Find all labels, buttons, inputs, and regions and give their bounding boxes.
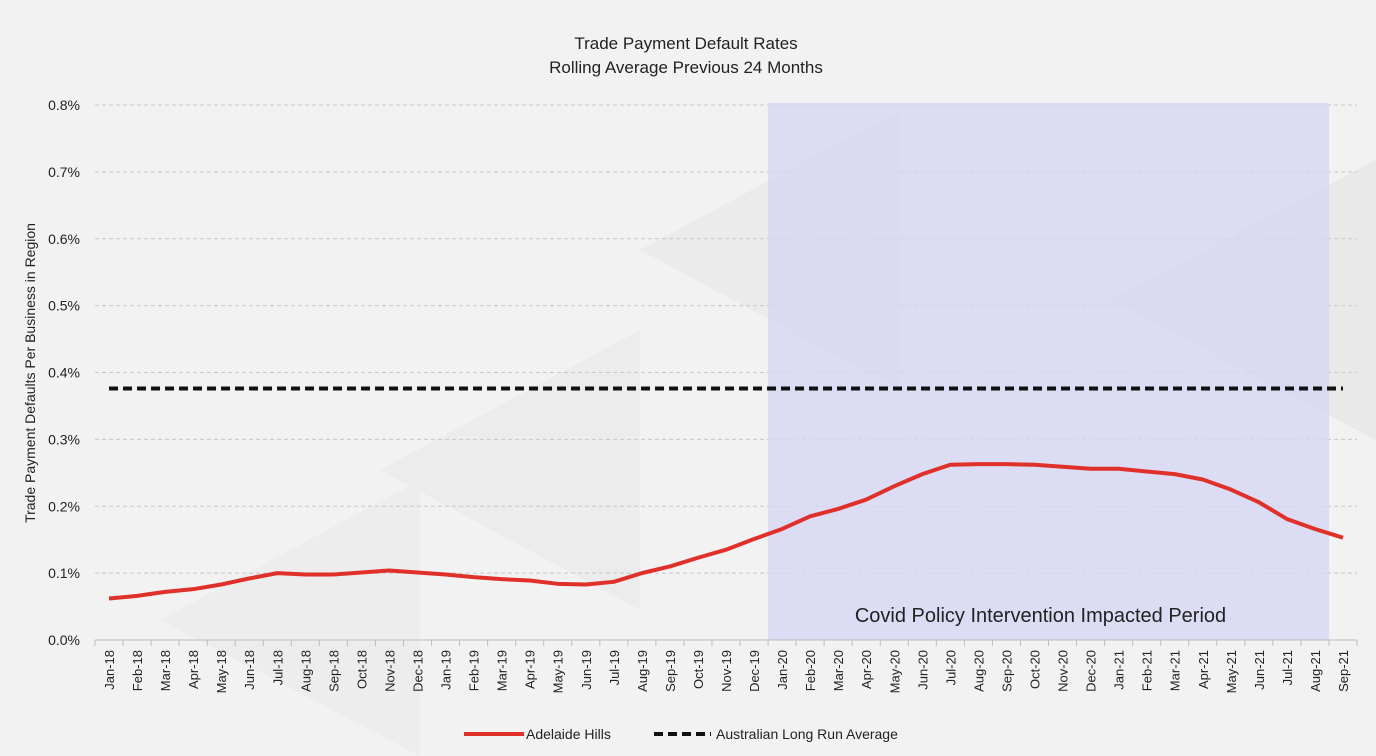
shaded-region-label: Covid Policy Intervention Impacted Perio… [855, 605, 1226, 627]
x-tick-label: Apr-19 [523, 650, 538, 689]
x-tick-label: Oct-20 [1027, 650, 1042, 689]
x-tick-label: Dec-18 [411, 650, 426, 692]
x-tick-label: Mar-18 [158, 650, 173, 691]
legend-label-adelaide-hills: Adelaide Hills [526, 726, 611, 742]
x-tick-label: Jul-19 [607, 650, 622, 685]
x-tick-label: Jun-18 [242, 650, 257, 690]
legend: Adelaide Hills Australian Long Run Avera… [464, 726, 898, 742]
y-tick-label: 0.4% [48, 365, 80, 381]
x-tick-label: Sep-19 [663, 650, 678, 692]
x-tick-label: Aug-21 [1308, 650, 1323, 692]
y-axis-label: Trade Payment Defaults Per Business in R… [22, 223, 38, 523]
x-tick-label: Aug-19 [635, 650, 650, 692]
x-tick-label: Jan-19 [439, 650, 454, 690]
x-tick-label: Apr-18 [186, 650, 201, 689]
x-tick-label: May-19 [551, 650, 566, 693]
x-tick-label: Dec-19 [747, 650, 762, 692]
y-tick-label: 0.0% [48, 632, 80, 648]
covid-shaded-region [768, 103, 1329, 640]
x-tick-label: Apr-20 [859, 650, 874, 689]
x-tick-label: Nov-18 [382, 650, 397, 692]
x-axis [94, 639, 1358, 646]
x-tick-label: Feb-18 [130, 650, 145, 691]
y-tick-label: 0.3% [48, 431, 80, 447]
x-tick-label: Feb-19 [467, 650, 482, 691]
x-tick-label: May-20 [887, 650, 902, 693]
x-tick-label: Jan-18 [102, 650, 117, 690]
x-tick-label: Feb-20 [803, 650, 818, 691]
series-lines [108, 386, 1344, 601]
y-tick-label: 0.5% [48, 298, 80, 314]
x-tick-label: Jun-19 [579, 650, 594, 690]
x-tick-label: Dec-20 [1084, 650, 1099, 692]
x-tick-label: Jan-21 [1112, 650, 1127, 690]
x-tick-label: Sep-20 [999, 650, 1014, 692]
legend-label-long-run-average: Australian Long Run Average [716, 726, 898, 742]
y-tick-labels: 0.0% 0.1% 0.2% 0.3% 0.4% 0.5% 0.6% 0.7% 0.8% [48, 97, 80, 648]
chart-title: Trade Payment Default Rates [574, 34, 797, 53]
x-tick-label: Nov-20 [1056, 650, 1071, 692]
x-tick-labels: Jan-18 Feb-18 Mar-18 Apr-18 May-18 Jun-18 Jul-… [102, 650, 1351, 693]
x-tick-label: Jul-21 [1280, 650, 1295, 685]
x-tick-label: Aug-18 [298, 650, 313, 692]
y-tick-label: 0.6% [48, 231, 80, 247]
x-tick-label: Jan-20 [775, 650, 790, 690]
x-tick-label: Feb-21 [1140, 650, 1155, 691]
x-tick-label: Jul-18 [270, 650, 285, 685]
x-tick-label: Mar-21 [1168, 650, 1183, 691]
x-tick-label: Mar-19 [495, 650, 510, 691]
x-tick-label: Jul-20 [943, 650, 958, 685]
y-tick-label: 0.7% [48, 164, 80, 180]
y-tick-label: 0.8% [48, 97, 80, 113]
x-tick-label: Aug-20 [971, 650, 986, 692]
x-tick-label: Nov-19 [719, 650, 734, 692]
series-line-adelaide-hills [108, 462, 1344, 601]
x-tick-label: Jun-21 [1252, 650, 1267, 690]
x-tick-label: Sep-18 [326, 650, 341, 692]
chart-subtitle: Rolling Average Previous 24 Months [549, 58, 823, 77]
x-tick-label: Apr-21 [1196, 650, 1211, 689]
x-tick-label: Jun-20 [915, 650, 930, 690]
x-tick-label: Mar-20 [831, 650, 846, 691]
x-tick-label: May-21 [1224, 650, 1239, 693]
x-tick-label: Oct-18 [354, 650, 369, 689]
y-tick-label: 0.2% [48, 498, 80, 514]
x-tick-label: Sep-21 [1336, 650, 1351, 692]
x-tick-label: May-18 [214, 650, 229, 693]
x-tick-label: Oct-19 [691, 650, 706, 689]
y-tick-label: 0.1% [48, 565, 80, 581]
